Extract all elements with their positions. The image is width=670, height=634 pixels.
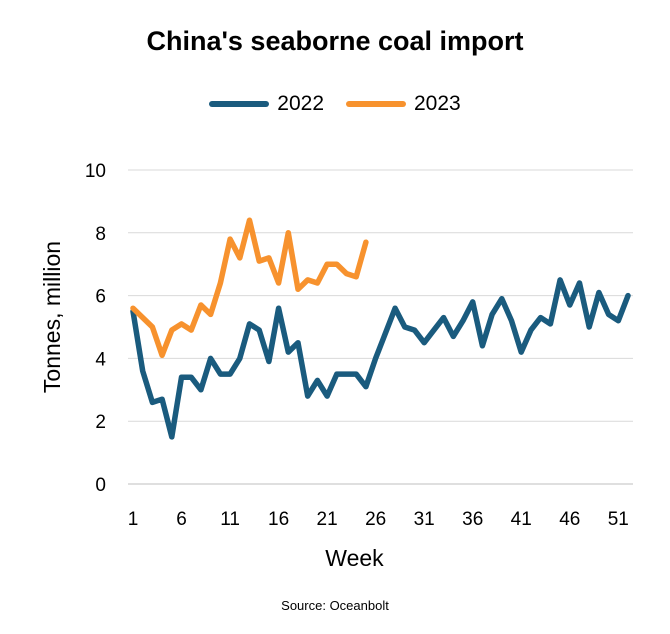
source-note: Source: Oceanbolt bbox=[281, 598, 389, 613]
y-tick-label-6: 6 bbox=[95, 287, 106, 308]
legend-swatch-2022 bbox=[209, 101, 270, 107]
x-tick-label-6: 6 bbox=[176, 509, 187, 530]
legend-label-2023: 2023 bbox=[414, 92, 461, 115]
legend-item-2023: 2023 bbox=[346, 92, 461, 116]
y-tick-label-0: 0 bbox=[95, 475, 106, 496]
x-tick-label-21: 21 bbox=[317, 509, 338, 530]
y-tick-label-4: 4 bbox=[95, 349, 106, 370]
y-tick-label-2: 2 bbox=[95, 412, 106, 433]
x-tick-label-16: 16 bbox=[268, 509, 289, 530]
chart-legend: 2022 2023 bbox=[0, 92, 670, 116]
y-axis-title: Tonnes, million bbox=[39, 241, 65, 393]
x-tick-label-11: 11 bbox=[220, 509, 240, 530]
x-tick-label-26: 26 bbox=[365, 509, 386, 530]
x-tick-label-31: 31 bbox=[414, 509, 435, 530]
x-axis-title: Week bbox=[325, 545, 384, 571]
y-tick-label-10: 10 bbox=[85, 161, 106, 182]
x-tick-label-36: 36 bbox=[462, 509, 483, 530]
x-tick-label-41: 41 bbox=[511, 509, 532, 530]
series-line-2023 bbox=[130, 217, 369, 359]
legend-label-2022: 2022 bbox=[277, 92, 324, 115]
chart-title: China's seaborne coal import bbox=[146, 26, 524, 56]
series-line-2022 bbox=[130, 277, 631, 440]
legend-item-2022: 2022 bbox=[209, 92, 324, 116]
legend-swatch-2023 bbox=[346, 101, 406, 107]
x-tick-label-46: 46 bbox=[559, 509, 580, 530]
x-tick-label-51: 51 bbox=[608, 509, 629, 530]
y-tick-label-8: 8 bbox=[95, 224, 106, 245]
x-tick-label-1: 1 bbox=[128, 509, 139, 530]
